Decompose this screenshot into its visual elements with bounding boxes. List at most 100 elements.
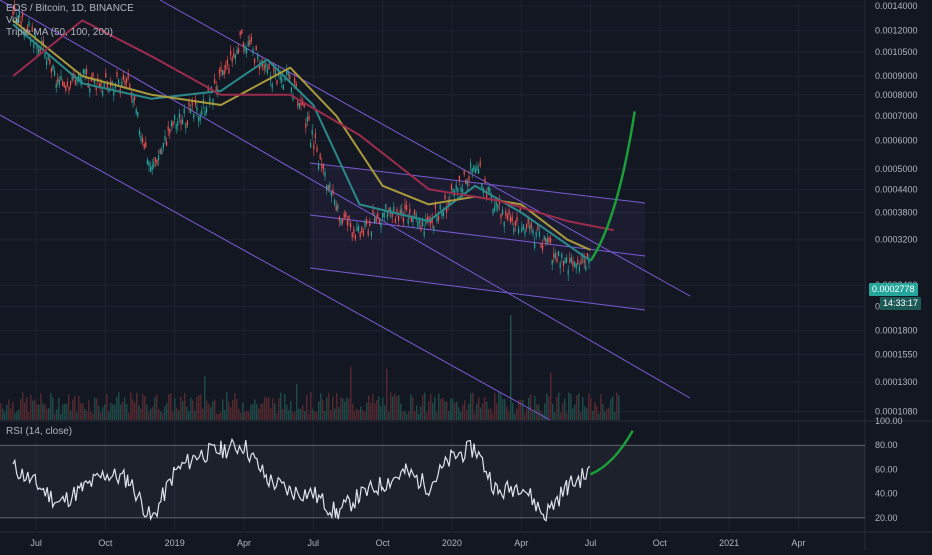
volume-bar (450, 398, 452, 420)
candle-body (508, 209, 510, 215)
volume-bar (532, 411, 534, 420)
candle-body (495, 201, 497, 207)
candle-body (529, 225, 531, 231)
volume-bar (594, 401, 596, 420)
volume-bar (2, 408, 4, 420)
candle-body (457, 187, 459, 193)
candle-body (418, 218, 420, 223)
candle-body (380, 222, 382, 228)
volume-legend[interactable]: Vol (6, 15, 20, 27)
volume-bar (214, 399, 216, 420)
candle-body (20, 21, 22, 26)
volume-bar (186, 406, 188, 420)
volume-bar (600, 394, 602, 420)
candle-body (586, 253, 588, 258)
volume-bar (184, 392, 186, 420)
volume-bar (48, 408, 50, 420)
volume-bar (236, 399, 238, 420)
candle-body (460, 187, 462, 192)
candle-body (534, 242, 536, 248)
candle-body (478, 169, 480, 174)
candle-body (513, 227, 515, 233)
candle-body (350, 223, 352, 228)
volume-bar (366, 402, 368, 420)
candle-body (169, 128, 171, 134)
candle-body (151, 165, 153, 170)
candle-body (276, 79, 278, 85)
volume-bar (412, 397, 414, 420)
volume-bar (172, 412, 174, 420)
symbol-legend[interactable]: EOS / Bitcoin, 1D, BINANCE (6, 3, 134, 15)
volume-bar (154, 397, 156, 420)
candle-body (524, 229, 526, 235)
candle-body (566, 257, 568, 263)
x-tick-label: Oct (376, 538, 391, 548)
candle-body (345, 212, 347, 218)
volume-bar (538, 404, 540, 420)
y-tick-label: 0.0006000 (875, 135, 918, 145)
volume-bar (228, 401, 230, 420)
candle-body (374, 217, 376, 223)
volume-bar (508, 411, 510, 420)
candle-body (450, 184, 452, 190)
volume-bar (490, 408, 492, 420)
volume-bar (486, 402, 488, 420)
candle-body (353, 228, 355, 234)
volume-bar (394, 393, 396, 420)
volume-bar (588, 393, 590, 420)
candle-body (289, 74, 291, 80)
volume-bar (402, 411, 404, 420)
candle-body (206, 107, 208, 113)
candle-body (546, 238, 548, 244)
candle-body (412, 217, 414, 222)
volume-bar (372, 393, 374, 420)
candle-body (127, 73, 129, 79)
ma-legend[interactable]: Triple MA (50, 100, 200) (6, 27, 113, 39)
candle-body (222, 70, 224, 76)
candle-body (497, 204, 499, 210)
candle-body (14, 6, 16, 11)
candle-body (191, 101, 193, 106)
candle-body (540, 243, 542, 248)
volume-bar (194, 410, 196, 420)
volume-bar (298, 408, 300, 420)
trend-channels[interactable] (0, 0, 691, 421)
candle-body (162, 142, 164, 148)
candle-body (327, 184, 329, 190)
candle-body (322, 164, 324, 170)
volume-bar (50, 392, 52, 420)
candle-body (198, 116, 200, 122)
candle-body (95, 85, 97, 91)
volume-bar (62, 404, 64, 420)
candle-body (26, 26, 28, 32)
volume-bar (94, 397, 96, 420)
projection-arrows[interactable] (589, 111, 636, 262)
candle-body (82, 68, 84, 74)
candle-body (220, 67, 222, 72)
volume-bar (418, 413, 420, 420)
candle-body (481, 183, 483, 189)
candle-body (124, 80, 126, 86)
candle-body (190, 108, 192, 114)
candle-body (290, 87, 292, 93)
volume-bar (584, 406, 586, 420)
candle-body (326, 185, 328, 191)
candle-body (103, 82, 105, 88)
volume-bar (530, 394, 532, 420)
candle-body (521, 227, 523, 233)
x-tick-label: Apr (791, 538, 805, 548)
candle-body (367, 230, 369, 236)
candle-body (308, 115, 310, 121)
volume-bar (288, 410, 290, 420)
candle-body (351, 232, 353, 238)
candle-body (487, 186, 489, 192)
channel-line (0, 114, 551, 421)
volume-bar (316, 411, 318, 420)
volume-bar (404, 411, 406, 420)
channel-line (309, 162, 646, 204)
rsi-legend[interactable]: RSI (14, close) (6, 426, 72, 438)
y-tick-label: 0.0007000 (875, 111, 918, 121)
volume-bar (136, 392, 138, 420)
